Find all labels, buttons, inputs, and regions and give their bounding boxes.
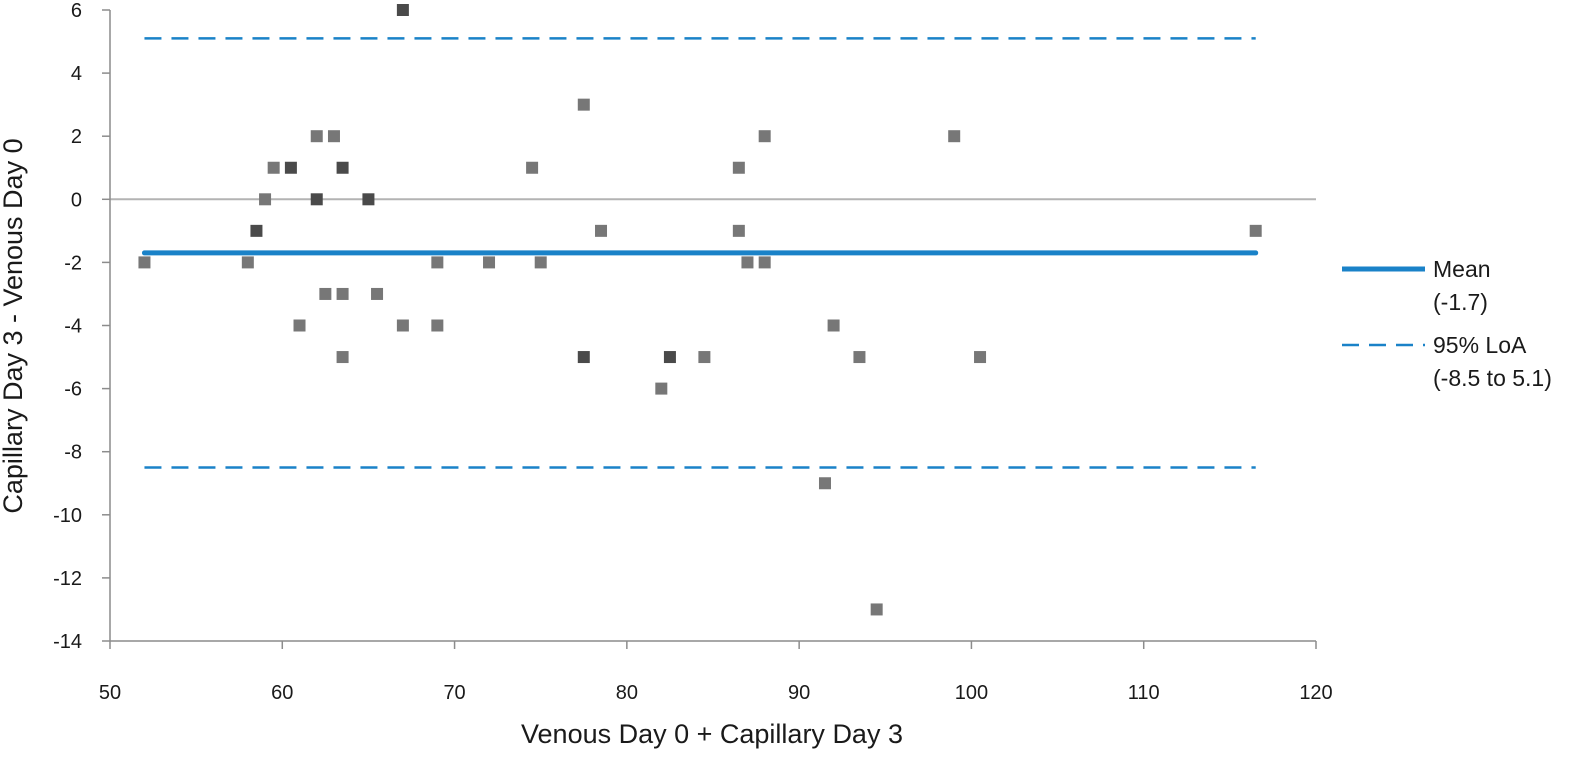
y-tick-label: -12	[53, 568, 82, 590]
data-point	[371, 287, 384, 300]
data-point	[250, 224, 263, 237]
data-point	[241, 256, 254, 269]
data-point	[534, 256, 547, 269]
data-point	[1249, 224, 1262, 237]
x-tick-label: 60	[271, 682, 293, 704]
data-point	[655, 382, 668, 395]
data-point	[431, 256, 444, 269]
y-tick-label: -14	[53, 631, 82, 653]
y-tick-labels: 6 4 2 0 -2 -4 -6 -8 -10 -12 -14	[53, 0, 82, 653]
legend: Mean (-1.7) 95% LoA (-8.5 to 5.1)	[1342, 256, 1552, 391]
legend-loa-value: (-8.5 to 5.1)	[1433, 365, 1552, 391]
data-point	[698, 351, 711, 364]
data-point	[577, 98, 590, 111]
data-point	[138, 256, 151, 269]
legend-mean-label: Mean	[1433, 256, 1491, 282]
data-point	[758, 130, 771, 143]
data-point	[336, 161, 349, 174]
data-point	[327, 130, 340, 143]
axes-layer	[102, 9, 1317, 649]
data-point	[362, 193, 375, 206]
data-point	[577, 351, 590, 364]
data-point	[870, 603, 883, 616]
data-point	[732, 224, 745, 237]
data-point	[319, 287, 332, 300]
x-tick-label: 110	[1128, 682, 1160, 704]
x-tick-label: 100	[955, 682, 988, 704]
data-point	[336, 351, 349, 364]
data-point	[758, 256, 771, 269]
x-axis-title: Venous Day 0 + Capillary Day 3	[521, 719, 903, 749]
y-tick-label: 6	[71, 0, 82, 22]
y-tick-label: 0	[71, 189, 82, 211]
data-point	[741, 256, 754, 269]
data-point	[396, 4, 409, 16]
x-tick-label: 50	[99, 682, 121, 704]
x-tick-labels: 50 60 70 80 90 100 110 120	[99, 682, 1333, 704]
y-tick-label: -10	[53, 505, 82, 527]
y-tick-label: 4	[71, 63, 82, 85]
y-axis-title: Capillary Day 3 - Venous Day 0	[0, 138, 28, 513]
legend-mean-value: (-1.7)	[1433, 289, 1488, 315]
data-point	[732, 161, 745, 174]
data-point	[267, 161, 280, 174]
data-point	[310, 193, 323, 206]
data-point	[259, 193, 272, 206]
data-point	[293, 319, 306, 332]
x-tick-label: 120	[1299, 682, 1332, 704]
data-point	[974, 351, 987, 364]
y-tick-label: -8	[64, 442, 82, 464]
data-point	[284, 161, 297, 174]
y-tick-label: -4	[64, 316, 82, 338]
x-tick-label: 70	[443, 682, 465, 704]
data-point	[948, 130, 961, 143]
data-points-layer	[138, 4, 1262, 616]
y-tick-label: -2	[64, 252, 82, 274]
data-point	[483, 256, 496, 269]
data-point	[310, 130, 323, 143]
y-tick-label: -6	[64, 379, 82, 401]
data-point	[526, 161, 539, 174]
data-point	[336, 287, 349, 300]
loa-lines-layer	[144, 37, 1256, 469]
x-tick-label: 90	[788, 682, 810, 704]
data-point	[853, 351, 866, 364]
legend-loa-label: 95% LoA	[1433, 332, 1527, 358]
data-point	[663, 351, 676, 364]
data-point	[595, 224, 608, 237]
data-point	[396, 319, 409, 332]
x-tick-label: 80	[616, 682, 638, 704]
y-tick-label: 2	[71, 126, 82, 148]
data-point	[431, 319, 444, 332]
data-point	[827, 319, 840, 332]
data-point	[818, 477, 831, 490]
